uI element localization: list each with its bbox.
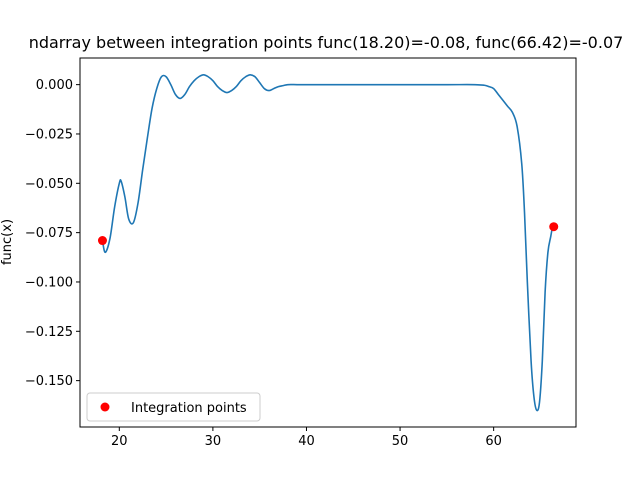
legend-marker [100, 402, 110, 412]
x-tick-label: 60 [485, 434, 502, 449]
y-tick-label: −0.050 [25, 177, 73, 192]
y-tick-label: −0.075 [25, 226, 73, 241]
y-tick-label: −0.125 [25, 325, 73, 340]
plot-frame [79, 57, 577, 428]
y-tick-label: −0.150 [25, 374, 73, 389]
chart-title: ndarray between integration points func(… [29, 33, 624, 52]
integration-point [97, 236, 107, 246]
y-tick-label: −0.025 [25, 127, 73, 142]
x-tick-label: 40 [298, 434, 315, 449]
y-axis: 0.000 −0.025 −0.050 −0.075 −0.100 −0.125 −0.15… [25, 78, 80, 389]
plot-area [97, 73, 559, 412]
x-tick-label: 30 [205, 434, 222, 449]
legend-box [86, 392, 261, 422]
legend-label: Integration points [131, 401, 247, 416]
y-tick-label: −0.100 [25, 275, 73, 290]
func-line [101, 73, 555, 412]
x-tick-label: 20 [111, 434, 128, 449]
integration-point [549, 222, 559, 232]
x-tick-label: 50 [392, 434, 409, 449]
legend: Integration points [86, 392, 261, 422]
y-tick-label: 0.000 [36, 78, 73, 93]
y-axis-label: func(x) [0, 219, 15, 265]
x-axis: 20 30 40 50 60 [111, 427, 502, 449]
